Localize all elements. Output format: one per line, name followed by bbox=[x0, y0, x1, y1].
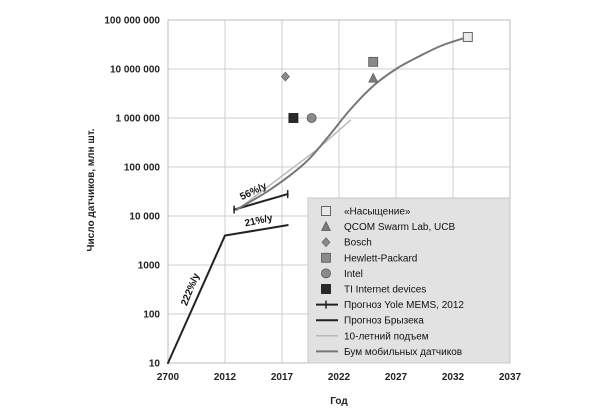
annotations: 222%/y21%/y56%/y bbox=[179, 180, 274, 307]
series-line bbox=[235, 35, 469, 211]
series-lines bbox=[167, 35, 469, 364]
data-point bbox=[288, 113, 299, 123]
legend-entry: QCOM Swarm Lab, UCB bbox=[344, 222, 455, 233]
data-point bbox=[368, 72, 379, 83]
x-axis-title: Год bbox=[330, 396, 348, 407]
legend-entry: Прогноз Брызека bbox=[344, 316, 424, 327]
x-tick-label: 2022 bbox=[328, 372, 351, 383]
legend-entry: 10-летний подъем bbox=[344, 331, 429, 342]
x-tick-label: 2037 bbox=[499, 372, 522, 383]
y-tick-label: 10 000 bbox=[129, 212, 160, 223]
y-tick-label: 100 000 000 bbox=[104, 16, 160, 27]
legend-entry: Hewlett-Packard bbox=[344, 253, 417, 264]
legend-entry: «Насыщение» bbox=[344, 207, 411, 218]
legend-entry: Бум мобильных датчиков bbox=[344, 346, 462, 358]
series-line bbox=[233, 193, 289, 211]
data-point bbox=[281, 71, 290, 82]
legend-symbol bbox=[321, 220, 331, 231]
legend-symbol bbox=[321, 268, 331, 279]
y-tick-label: 100 000 bbox=[124, 163, 161, 174]
legend-entry: Intel bbox=[344, 269, 363, 280]
x-tick-label: 2012 bbox=[214, 372, 237, 383]
series-markers bbox=[281, 31, 473, 123]
y-tick-label: 100 bbox=[143, 310, 160, 321]
y-tick-label: 1000 bbox=[138, 261, 161, 272]
series-line bbox=[167, 224, 289, 364]
legend-entry: Прогноз Yole MEMS, 2012 bbox=[344, 300, 464, 311]
y-tick-label: 1 000 000 bbox=[116, 114, 161, 125]
x-tick-label: 2700 bbox=[157, 372, 180, 383]
legend-symbol bbox=[321, 284, 331, 294]
legend: «Насыщение» QCOM Swarm Lab, UCB Bosch Hewle… bbox=[307, 197, 511, 364]
x-tick-label: 2027 bbox=[385, 372, 408, 383]
y-tick-label: 10 000 000 bbox=[110, 65, 160, 76]
legend-symbol bbox=[321, 206, 331, 216]
x-tick-label: 2032 bbox=[442, 372, 465, 383]
legend-symbol bbox=[321, 252, 331, 263]
growth-rate-label: 21%/y bbox=[244, 213, 274, 230]
legend-entry: Bosch bbox=[344, 238, 372, 249]
data-point bbox=[306, 113, 317, 123]
y-tick-label: 10 bbox=[149, 359, 161, 370]
legend-box bbox=[307, 197, 511, 364]
x-tick-label: 2017 bbox=[271, 372, 294, 383]
legend-entry: TI Internet devices bbox=[344, 285, 426, 296]
data-point bbox=[462, 31, 473, 42]
y-axis-title: Число датчиков, млн шт. bbox=[86, 128, 97, 251]
data-point bbox=[368, 56, 379, 67]
growth-rate-label: 222%/y bbox=[179, 271, 202, 307]
legend-symbol bbox=[321, 237, 331, 248]
